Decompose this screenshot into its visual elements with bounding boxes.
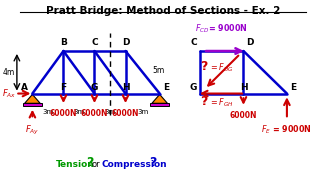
Text: ?: ?: [149, 156, 156, 169]
Text: A: A: [21, 83, 28, 92]
Polygon shape: [152, 94, 167, 103]
Text: Compression: Compression: [102, 160, 167, 169]
Text: H: H: [122, 83, 129, 92]
Bar: [150, 103, 169, 107]
Text: or: or: [92, 160, 100, 169]
Text: 6000N: 6000N: [112, 109, 139, 118]
Text: Pratt Bridge: Method of Sections - Ex. 2: Pratt Bridge: Method of Sections - Ex. 2: [45, 6, 280, 16]
Text: $= F_{DG}$: $= F_{DG}$: [209, 62, 234, 74]
Text: 6000N: 6000N: [81, 109, 108, 118]
Polygon shape: [25, 94, 40, 103]
Text: $F_E$ = 9000N: $F_E$ = 9000N: [261, 124, 312, 136]
Text: 3m: 3m: [42, 109, 53, 115]
Text: H: H: [240, 83, 247, 92]
Text: $= F_{GH}$: $= F_{GH}$: [209, 96, 234, 109]
Text: 3m: 3m: [73, 109, 84, 115]
Text: D: D: [247, 39, 254, 48]
Text: F: F: [60, 83, 67, 92]
Text: Tension: Tension: [56, 160, 94, 169]
Text: 6000N: 6000N: [230, 111, 257, 120]
Text: C: C: [91, 39, 98, 48]
Bar: [23, 103, 42, 107]
Text: $F_{CD}$= 9000N: $F_{CD}$= 9000N: [195, 22, 248, 35]
Text: ?: ?: [200, 95, 208, 108]
Text: 4m: 4m: [3, 68, 15, 77]
Text: C: C: [190, 39, 197, 48]
Text: G: G: [91, 83, 98, 92]
Text: 3m: 3m: [104, 109, 116, 115]
Text: E: E: [290, 83, 296, 92]
Text: G: G: [189, 83, 197, 92]
Text: B: B: [60, 39, 67, 48]
Text: $F_{Ax}$: $F_{Ax}$: [2, 87, 16, 100]
Text: D: D: [122, 39, 129, 48]
Text: 5m: 5m: [153, 66, 165, 75]
Text: ?: ?: [200, 60, 208, 73]
Text: E: E: [163, 83, 169, 92]
Text: 3m: 3m: [137, 109, 148, 115]
Text: ?: ?: [86, 156, 93, 169]
Text: 6000N: 6000N: [50, 109, 77, 118]
Text: $F_{Ay}$: $F_{Ay}$: [25, 124, 40, 137]
